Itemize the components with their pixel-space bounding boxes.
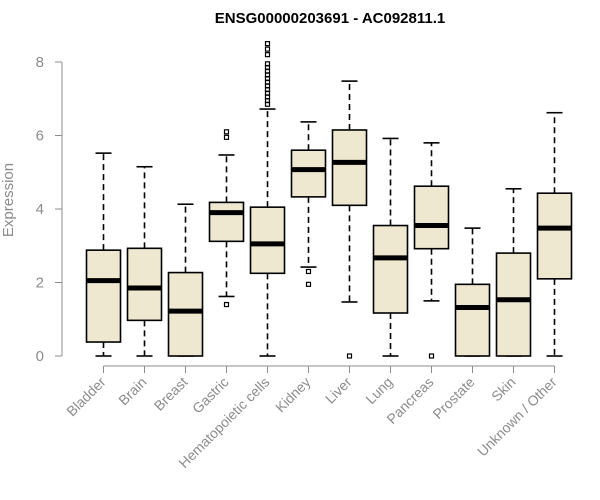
box-iqr bbox=[413, 185, 450, 250]
y-tick-label: 6 bbox=[36, 128, 44, 145]
box-group bbox=[126, 165, 163, 357]
outlier-point bbox=[264, 52, 271, 58]
box-group bbox=[372, 137, 409, 357]
outlier-point bbox=[346, 353, 353, 359]
outlier-point bbox=[223, 301, 230, 308]
box-iqr bbox=[454, 283, 491, 357]
box-iqr bbox=[208, 201, 245, 243]
box-iqr bbox=[536, 192, 573, 280]
outlier-point bbox=[264, 46, 271, 52]
x-tick-label: Liver bbox=[322, 374, 355, 407]
y-tick-label: 8 bbox=[36, 54, 44, 71]
x-tick-label: Brain bbox=[115, 374, 149, 408]
x-tick-label: Kidney bbox=[272, 374, 314, 416]
y-axis: 0 2 4 6 8 bbox=[36, 54, 63, 365]
box-group bbox=[536, 111, 573, 357]
box-iqr bbox=[290, 149, 327, 198]
x-tick-label: Bladder bbox=[63, 374, 109, 420]
x-tick-label: Skin bbox=[488, 374, 519, 405]
outlier-point bbox=[428, 353, 435, 359]
y-tick-label: 4 bbox=[36, 201, 44, 218]
outlier-point bbox=[305, 268, 312, 275]
box-group bbox=[495, 187, 532, 357]
outlier-point bbox=[223, 134, 230, 140]
x-tick-label: Lung bbox=[362, 374, 395, 407]
box-iqr bbox=[167, 271, 204, 357]
y-axis-label: Expression bbox=[0, 163, 17, 237]
box-iqr bbox=[331, 129, 368, 207]
box-iqr bbox=[85, 249, 122, 343]
outlier-point bbox=[223, 129, 230, 135]
box-group bbox=[249, 41, 286, 357]
box-iqr bbox=[495, 252, 532, 357]
x-tick-label: Prostate bbox=[429, 374, 477, 422]
outlier-point bbox=[264, 41, 271, 47]
box-group bbox=[167, 203, 204, 357]
box-group bbox=[413, 142, 450, 359]
x-tick-label: Breast bbox=[151, 374, 191, 414]
box-iqr bbox=[249, 206, 286, 275]
box-group bbox=[290, 121, 327, 287]
box-group bbox=[85, 152, 122, 357]
outlier-point bbox=[264, 61, 271, 67]
box-iqr bbox=[126, 247, 163, 322]
box-iqr bbox=[372, 224, 409, 314]
box-group bbox=[454, 227, 491, 357]
box-group bbox=[208, 129, 245, 308]
boxes-group bbox=[85, 41, 573, 359]
y-tick-label: 2 bbox=[36, 275, 44, 292]
y-tick-label: 0 bbox=[36, 348, 44, 365]
chart-title: ENSG00000203691 - AC092811.1 bbox=[215, 10, 445, 27]
box-group bbox=[331, 80, 368, 359]
outlier-point bbox=[305, 281, 312, 287]
